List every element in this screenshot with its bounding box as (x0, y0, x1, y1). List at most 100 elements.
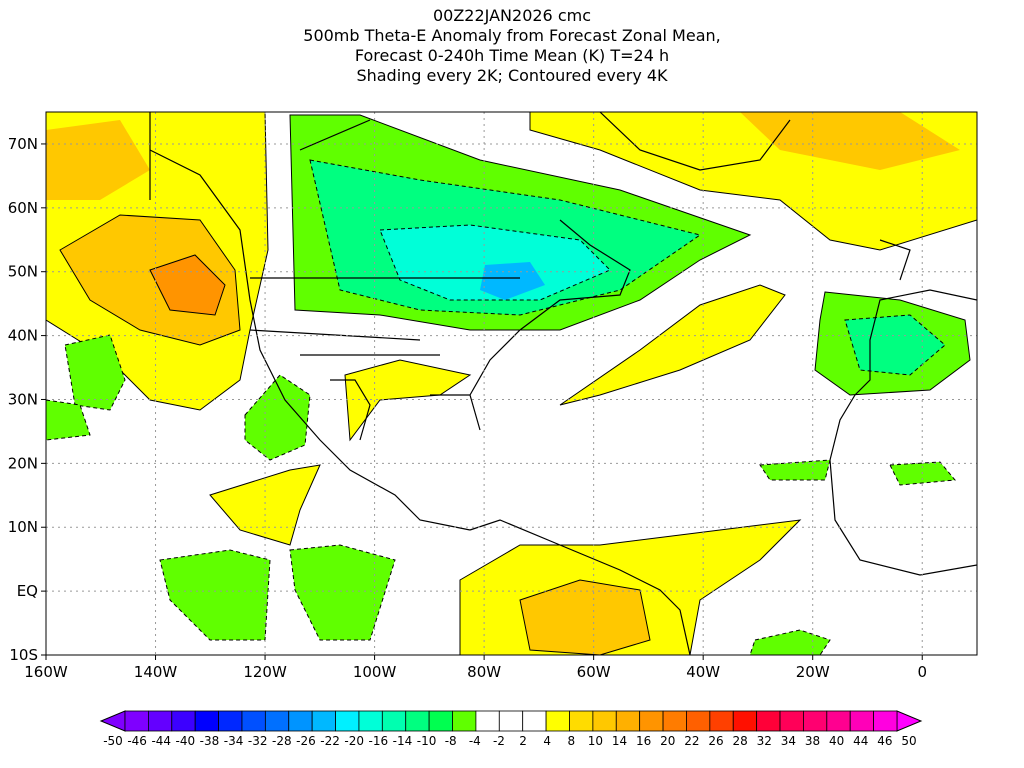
colorbar-label: -2 (493, 734, 505, 748)
political-borders (149, 112, 520, 356)
colorbar-label: 14 (612, 734, 627, 748)
colorbar-swatch (264, 710, 290, 732)
south-america-coast (469, 519, 691, 655)
colorbar-swatch (288, 710, 313, 732)
longitude-label: 60W (577, 663, 611, 681)
latitude-labels: 70N 60N 50N 40N 30N 20N 10N EQ 10S (8, 135, 46, 664)
longitude-labels: 160W 140W 120W 100W 80W 60W 40W 20W 0 (24, 655, 927, 681)
colorbar-swatch (452, 710, 477, 732)
cold-anomaly-mexico (244, 374, 311, 461)
colorbar-label: 20 (660, 734, 675, 748)
colorbar-label: 4 (543, 734, 551, 748)
colorbar-swatch (218, 710, 243, 732)
colorbar-label: -8 (445, 734, 457, 748)
colorbar-label: -16 (369, 734, 389, 748)
colorbar-label: -38 (200, 734, 220, 748)
latitude-label: 20N (8, 454, 38, 472)
colorbar-swatch (803, 710, 828, 732)
north-america-coast (149, 119, 631, 531)
colorbar-swatch (662, 710, 687, 732)
title-forecast: Forecast 0-240h Time Mean (K) T=24 h (354, 46, 670, 65)
colorbar-swatch (826, 710, 851, 732)
map-frame (45, 111, 978, 656)
cold-anomaly-africa (759, 459, 956, 486)
colorbar-swatch (335, 710, 360, 732)
colorbar-swatch (522, 710, 547, 732)
cold-anomaly-canada-core (379, 224, 611, 301)
colorbar-label: 26 (708, 734, 723, 748)
colorbar-swatch (569, 710, 594, 732)
colorbar-high-arrow (896, 710, 923, 732)
latitude-label: 50N (8, 263, 38, 281)
colorbar-swatch (686, 710, 711, 732)
colorbar-label: 16 (636, 734, 651, 748)
latitude-label: 60N (8, 199, 38, 217)
cold-anomaly-east-pacific (64, 334, 126, 411)
colorbar-swatch (873, 710, 898, 732)
colorbar-swatch (311, 710, 336, 732)
latitude-label: 40N (8, 327, 38, 345)
warm-anomaly-tropical-pacific (209, 464, 321, 546)
longitude-label: 160W (24, 663, 68, 681)
cold-anomaly-south-atlantic (749, 629, 831, 655)
colorbar-label: 10 (588, 734, 603, 748)
title-run: 00Z22JAN2026 cmc (432, 6, 591, 25)
europe-africa-coast (829, 239, 977, 576)
colorbar-swatch (241, 710, 266, 732)
colorbar-swatch (639, 710, 664, 732)
colorbar-label: 22 (684, 734, 699, 748)
cold-anomaly-equatorial-pacific-east (289, 544, 396, 641)
colorbar-label: 50 (901, 734, 916, 748)
colorbar-swatch (124, 710, 149, 732)
colorbar-label: -22 (320, 734, 340, 748)
colorbar-swatch (405, 710, 430, 732)
colorbar-swatch (756, 710, 781, 732)
colorbar-swatch (849, 710, 875, 732)
colorbar-label: 46 (877, 734, 892, 748)
colorbar-low-arrow (99, 710, 126, 732)
colorbar-label: -10 (417, 734, 437, 748)
colorbar-swatch (615, 710, 641, 732)
colorbar-label: 40 (829, 734, 844, 748)
colorbar-label: -20 (344, 734, 364, 748)
warm-anomaly-arctic-core (740, 112, 960, 170)
longitude-label: 20W (796, 663, 830, 681)
warm-anomaly-alaska (46, 120, 150, 200)
colorbar-label: -28 (272, 734, 292, 748)
colorbar-swatch (592, 710, 617, 732)
latitude-label: EQ (17, 582, 38, 600)
latitude-label: 70N (8, 135, 38, 153)
colorbar-swatch (194, 710, 219, 732)
colorbar-swatch (498, 710, 524, 732)
colorbar-label: -40 (176, 734, 196, 748)
colorbar-label: -50 (103, 734, 123, 748)
colorbar-label: -32 (248, 734, 268, 748)
colorbar-swatch (171, 710, 196, 732)
colorbar-label: -4 (469, 734, 481, 748)
latitude-label: 30N (8, 390, 38, 408)
title-field: 500mb Theta-E Anomaly from Forecast Zona… (303, 26, 721, 45)
longitude-label: 120W (243, 663, 287, 681)
colorbar-label: -26 (296, 734, 316, 748)
warm-anomaly-peak (149, 254, 226, 316)
gridlines (46, 112, 977, 655)
colorbar-label: 28 (733, 734, 748, 748)
longitude-label: 80W (467, 663, 501, 681)
colorbar-label: 8 (567, 734, 575, 748)
greenland-coast (599, 112, 791, 171)
longitude-label: 100W (353, 663, 397, 681)
colorbar-label: 2 (519, 734, 527, 748)
coastlines (149, 112, 977, 655)
colorbar-label: -14 (393, 734, 413, 748)
title-shading: Shading every 2K; Contoured every 4K (356, 66, 668, 85)
colorbar: -50 -46 -44 -40 -38 -34 -32 -28 -26 -22 -20 -16 -14-… (99, 710, 923, 748)
cold-anomaly-subtropical-pacific (46, 399, 91, 441)
colorbar-swatch (545, 710, 570, 732)
colorbar-label: -34 (224, 734, 244, 748)
longitude-label: 40W (686, 663, 720, 681)
warm-anomaly-amazon (519, 579, 651, 655)
colorbar-label: -46 (127, 734, 147, 748)
anomaly-shading (46, 112, 977, 655)
colorbar-label: -44 (151, 734, 171, 748)
